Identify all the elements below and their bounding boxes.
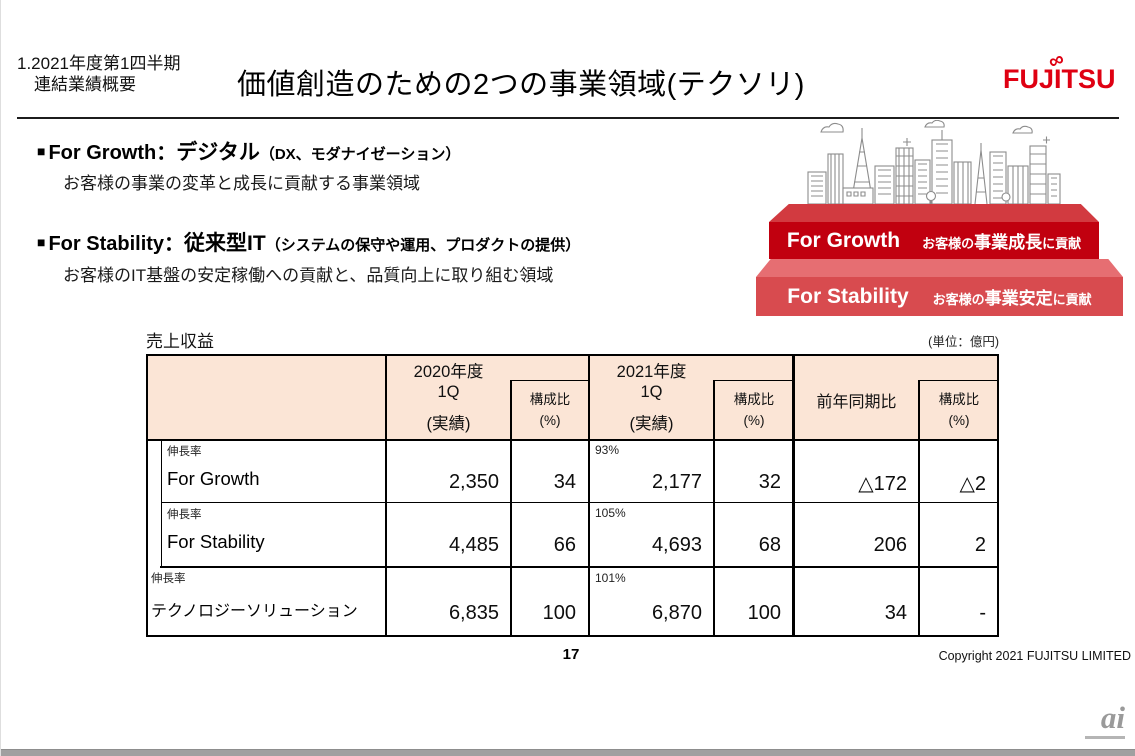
header-fy2020-composition: 構成比 (%) xyxy=(529,392,571,428)
header-fy2021-q1-line1: 1Q xyxy=(640,383,663,401)
bullet-square-icon: ■ xyxy=(37,234,46,250)
header-yoy: 前年同期比 xyxy=(816,394,897,411)
total-fy2020-comp-value: 100 xyxy=(542,602,576,624)
growth-yoy-comp-value: △2 xyxy=(959,473,986,495)
header-fy2020: 2020年度 xyxy=(413,363,484,381)
table-row-divider xyxy=(160,565,999,568)
header-fy2021-composition: 構成比 (%) xyxy=(733,392,775,428)
stability-rate-value: 105% xyxy=(595,506,626,520)
stability-yoy-comp-value: 2 xyxy=(974,534,986,556)
revenue-table: 2020年度 1Q (実績) 構成比 (%) 2021年度 1Q (実績) 構成… xyxy=(146,354,999,637)
table-header-background xyxy=(146,354,999,440)
table-comp-box-top xyxy=(713,379,794,381)
total-yoy-comp-value: - xyxy=(979,602,986,624)
bullet-square-icon: ■ xyxy=(37,143,46,159)
bullet-stability-description: お客様のIT基盤の安定稼働への貢献と、品質向上に取り組む領域 xyxy=(63,266,554,285)
header-rule xyxy=(17,117,1119,119)
growth-fy2020-comp-value: 34 xyxy=(553,471,576,493)
growth-fy2020-q1-value: 2,350 xyxy=(448,471,499,493)
ai-watermark: ai xyxy=(1100,700,1125,735)
growth-box-label: For Growth xyxy=(786,228,901,252)
section-label: 1.2021年度第1四半期 連結業績概要 xyxy=(17,53,180,95)
total-fy2021-q1-value: 6,870 xyxy=(651,602,702,624)
row-label-for-growth: For Growth xyxy=(167,468,260,489)
total-fy2021-comp-value: 100 xyxy=(747,602,781,624)
stability-box-caption: お客様の事業安定に貢献 xyxy=(932,289,1092,308)
bullet-stability-heading: ■ For Stability：従来型IT（システムの保守や運用、プロダクトの提供… xyxy=(37,227,580,257)
table-vline-thick-fy2021-right xyxy=(792,354,795,637)
header-fy2021: 2021年度 xyxy=(616,363,687,381)
table-comp-box-top xyxy=(918,379,999,381)
table-row-divider xyxy=(161,501,999,503)
table-comp-box-top xyxy=(510,379,589,381)
bullet-stability-strong: 従来型IT xyxy=(184,232,266,255)
table-border-left xyxy=(146,354,148,637)
bullet-stability-latin: For Stability： xyxy=(48,233,185,255)
table-vline xyxy=(918,380,920,637)
table-vline xyxy=(385,354,387,637)
growth-box-top-face xyxy=(769,204,1099,222)
growth-rate-label: 伸長率 xyxy=(151,573,186,585)
table-vline-thick-fy2021-left xyxy=(587,354,590,637)
stability-box-top-face xyxy=(756,259,1123,277)
page-title: 価値創造のための2つの事業領域(テクソリ) xyxy=(237,69,805,101)
unit-note: (単位：億円) xyxy=(928,335,999,349)
growth-rate-label: 伸長率 xyxy=(167,446,202,458)
page-number: 17 xyxy=(562,646,580,663)
growth-fy2021-comp-value: 32 xyxy=(758,471,781,493)
header-yoy-composition: 構成比 (%) xyxy=(938,392,980,428)
copyright-text: Copyright 2021 FUJITSU LIMITED xyxy=(938,649,1131,663)
bullet-stability-note: （システムの保守や運用、プロダクトの提供） xyxy=(265,237,581,254)
bullet-growth-latin: For Growth： xyxy=(48,142,177,164)
section-label-line1: 1.2021年度第1四半期 xyxy=(17,54,181,73)
bullet-growth-description: お客様の事業の変革と成長に貢献する事業領域 xyxy=(63,174,420,193)
section-label-line2: 連結業績概要 xyxy=(34,75,136,94)
growth-box-caption: お客様の事業成長に貢献 xyxy=(922,233,1082,252)
city-skyline-icon xyxy=(807,120,1061,205)
fujitsu-logo: ∞ FUJITSU xyxy=(1003,47,1123,96)
stability-box: For Stability お客様の事業安定に貢献 xyxy=(756,277,1123,316)
table-vline xyxy=(510,380,512,637)
stability-box-label: For Stability xyxy=(787,284,909,308)
growth-rate-value: 93% xyxy=(595,443,620,457)
row-label-technology-solutions: テクノロジーソリューション xyxy=(151,603,358,620)
total-rate-value: 101% xyxy=(595,571,626,585)
header-fy2021-q1-line2: (実績) xyxy=(629,415,674,433)
table-border-bottom xyxy=(146,635,999,637)
table-vline xyxy=(713,380,715,637)
header-fy2020-q1-line2: (実績) xyxy=(426,415,471,433)
bullet-growth-heading: ■ For Growth：デジタル（DX、モダナイゼーション） xyxy=(37,136,460,166)
row-label-for-stability: For Stability xyxy=(167,531,265,552)
header-fy2020-q1-line1: 1Q xyxy=(437,383,460,401)
business-domains-diagram: For Growth お客様の事業成長に貢献 For Stability お客様… xyxy=(751,120,1135,320)
ai-watermark-tagline xyxy=(1085,736,1125,739)
stability-fy2020-comp-value: 66 xyxy=(553,534,576,556)
stability-fy2021-q1-value: 4,693 xyxy=(651,534,702,556)
growth-rate-label: 伸長率 xyxy=(167,509,202,521)
bullet-growth-note: （DX、モダナイゼーション） xyxy=(259,146,461,163)
growth-yoy-value: △172 xyxy=(858,473,907,495)
table-title: 売上収益 xyxy=(146,332,214,351)
growth-fy2021-q1-value: 2,177 xyxy=(651,471,702,493)
total-fy2020-q1-value: 6,835 xyxy=(448,602,499,624)
table-border-right xyxy=(997,354,999,637)
table-border-top xyxy=(146,354,999,356)
bullet-growth-strong: デジタル xyxy=(176,141,260,164)
bottom-bar xyxy=(1,749,1135,756)
stability-fy2021-comp-value: 68 xyxy=(758,534,781,556)
table-header-divider xyxy=(146,438,999,441)
growth-box: For Growth お客様の事業成長に貢献 xyxy=(769,222,1099,259)
table-indent-line xyxy=(160,440,162,567)
total-yoy-value: 34 xyxy=(884,602,907,624)
stability-yoy-value: 206 xyxy=(873,534,907,556)
stability-fy2020-q1-value: 4,485 xyxy=(448,534,499,556)
logo-wordmark: FUJITSU xyxy=(1003,64,1116,94)
